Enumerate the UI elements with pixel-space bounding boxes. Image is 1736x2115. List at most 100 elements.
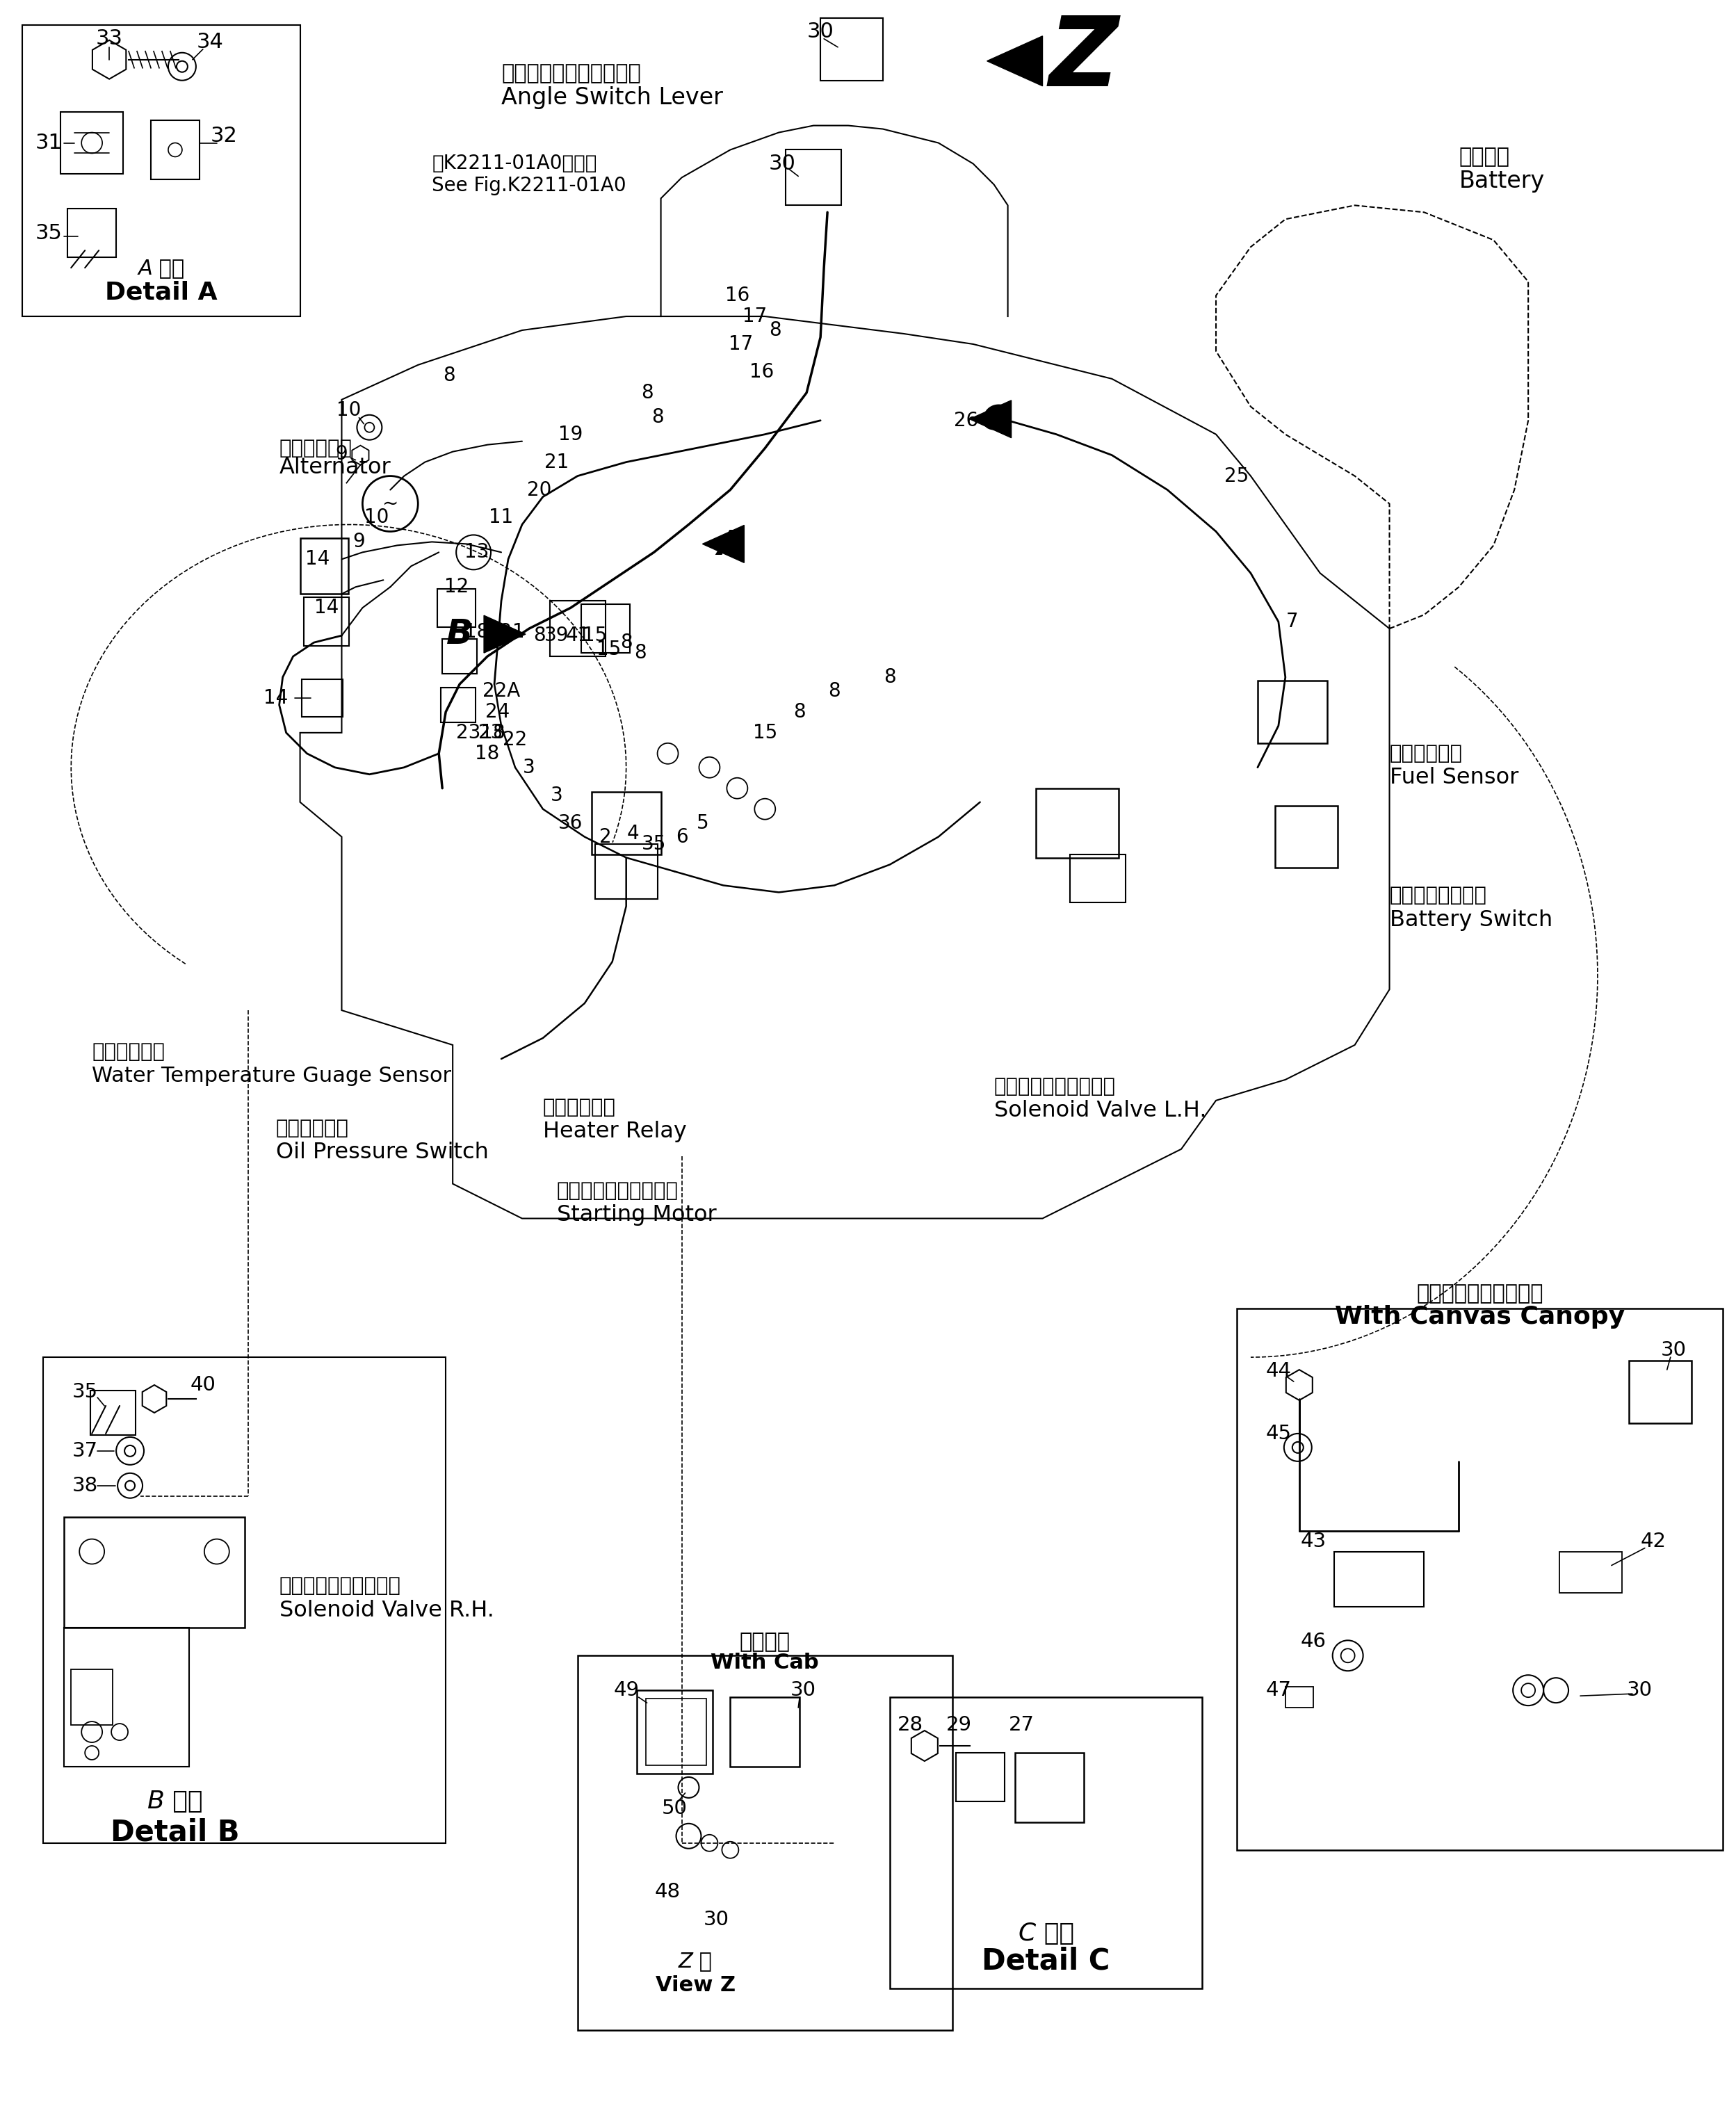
Bar (441, 687, 476, 723)
Text: Oil Pressure Switch: Oil Pressure Switch (276, 1142, 488, 1163)
Text: スターティングモータ: スターティングモータ (557, 1180, 679, 1201)
Polygon shape (484, 615, 526, 654)
Text: フエルセンサ: フエルセンサ (1389, 744, 1462, 764)
Bar (443, 639, 477, 675)
Polygon shape (988, 36, 1043, 87)
Text: 8: 8 (641, 383, 653, 402)
Text: 30: 30 (807, 21, 833, 42)
Text: ~: ~ (382, 495, 398, 514)
Text: 1: 1 (512, 622, 524, 641)
Text: Water Temperature Guage Sensor: Water Temperature Guage Sensor (92, 1066, 451, 1087)
Text: 42: 42 (1641, 1531, 1667, 1550)
Text: 4: 4 (627, 823, 639, 844)
Bar (1274, 806, 1337, 867)
Text: 8: 8 (634, 643, 646, 662)
Text: 9: 9 (352, 533, 365, 552)
Text: 16: 16 (726, 286, 750, 305)
Bar (786, 150, 842, 205)
Text: 13: 13 (465, 544, 490, 563)
Text: 34: 34 (196, 32, 224, 53)
Text: 46: 46 (1300, 1633, 1326, 1652)
Text: 10: 10 (365, 508, 389, 527)
Text: 12: 12 (444, 577, 469, 596)
Text: 14: 14 (306, 550, 330, 569)
Text: 35: 35 (35, 222, 62, 243)
Text: 30: 30 (703, 1910, 729, 1929)
Text: 5: 5 (696, 812, 708, 833)
Bar (595, 844, 658, 899)
Text: 22: 22 (503, 730, 528, 749)
Text: 18: 18 (476, 744, 500, 764)
Text: Z 視: Z 視 (679, 1950, 712, 1971)
Bar (1257, 681, 1326, 742)
Bar (1333, 1552, 1424, 1607)
Text: ソレノイドバルブ右側: ソレノイドバルブ右側 (279, 1576, 401, 1597)
Text: 30: 30 (1627, 1681, 1653, 1700)
Bar (582, 605, 630, 654)
Text: Z: Z (1049, 13, 1120, 106)
Text: Solenoid Valve R.H.: Solenoid Valve R.H. (279, 1599, 495, 1622)
Polygon shape (703, 525, 745, 563)
Text: A: A (717, 529, 743, 563)
Text: Battery: Battery (1458, 169, 1545, 192)
Text: 油圧スイッチ: 油圧スイッチ (276, 1119, 349, 1138)
Text: C 詳細: C 詳細 (1019, 1920, 1075, 1946)
Text: 29: 29 (946, 1715, 972, 1734)
Text: 11: 11 (490, 508, 514, 527)
Text: 30: 30 (790, 1681, 816, 1700)
Text: 6: 6 (675, 827, 687, 846)
Text: 8: 8 (769, 321, 781, 341)
Text: 30: 30 (769, 154, 795, 173)
Text: 26: 26 (953, 410, 979, 429)
Bar (302, 679, 344, 717)
Text: View Z: View Z (656, 1975, 736, 1994)
Text: 33: 33 (95, 30, 123, 49)
Text: 2: 2 (599, 827, 611, 846)
Text: 15: 15 (583, 626, 608, 645)
Text: 14: 14 (264, 687, 288, 709)
Text: 2318: 2318 (457, 723, 505, 742)
Bar (1236, 1309, 1722, 1851)
Text: 19: 19 (559, 425, 583, 444)
Bar (731, 1696, 800, 1766)
Bar (957, 1753, 1005, 1802)
Text: 21: 21 (545, 453, 569, 472)
Text: See Fig.K2211-01A0: See Fig.K2211-01A0 (432, 176, 627, 197)
Text: Alternator: Alternator (279, 457, 391, 478)
Bar (151, 121, 200, 180)
Text: Fuel Sensor: Fuel Sensor (1389, 768, 1519, 789)
Text: 38: 38 (71, 1476, 97, 1495)
Text: 47: 47 (1266, 1681, 1292, 1700)
Bar (891, 1696, 1201, 1988)
Text: 7: 7 (1286, 611, 1299, 632)
Polygon shape (970, 400, 1012, 438)
Text: With Canvas Canopy: With Canvas Canopy (1335, 1305, 1625, 1328)
Bar (550, 601, 606, 656)
Text: 15: 15 (753, 723, 778, 742)
Text: Heater Relay: Heater Relay (543, 1121, 687, 1142)
Bar (64, 1516, 245, 1629)
Bar (592, 791, 661, 854)
Text: 39: 39 (545, 626, 569, 645)
Text: キャブ付: キャブ付 (740, 1631, 790, 1652)
Text: 27: 27 (1009, 1715, 1035, 1734)
Text: 22A: 22A (483, 681, 521, 700)
Bar (90, 1390, 135, 1436)
Bar (821, 19, 884, 80)
Text: 50: 50 (661, 1798, 687, 1819)
Text: ソレノイドバルブ左側: ソレノイドバルブ左側 (995, 1077, 1116, 1096)
Text: A 詳細: A 詳細 (137, 258, 184, 277)
Text: 35: 35 (642, 833, 667, 854)
Text: B 詳細: B 詳細 (148, 1789, 203, 1813)
Bar (64, 1629, 189, 1766)
Text: 36: 36 (559, 812, 583, 833)
Bar (23, 25, 300, 317)
Bar (1036, 789, 1118, 857)
Bar (637, 1690, 713, 1774)
Text: 35: 35 (73, 1383, 97, 1402)
Text: 44: 44 (1266, 1362, 1292, 1381)
Text: Detail C: Detail C (983, 1946, 1109, 1975)
Text: 43: 43 (1300, 1531, 1326, 1550)
Bar (437, 588, 476, 626)
Text: Detail A: Detail A (106, 281, 217, 305)
